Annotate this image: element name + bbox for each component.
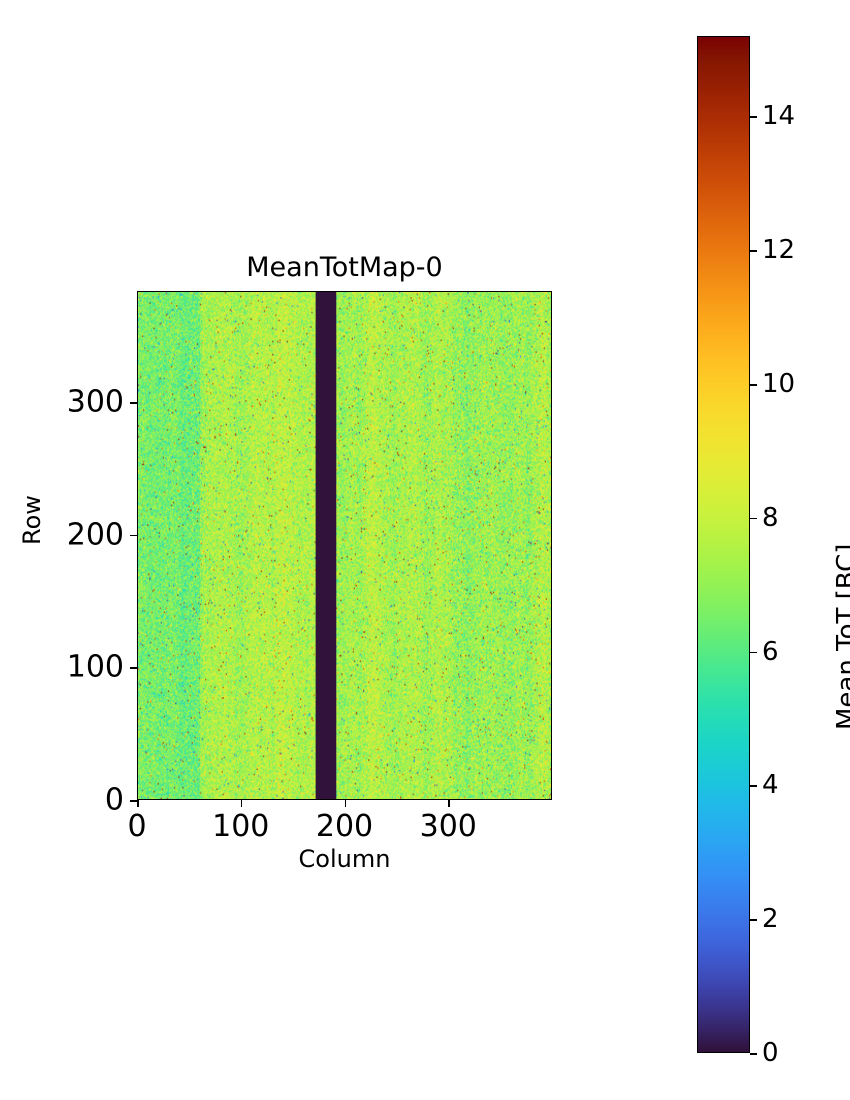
x-tick-label: 300 — [419, 809, 477, 844]
x-tick-mark — [240, 800, 243, 807]
colorbar-tick-label: 0 — [762, 1038, 779, 1068]
y-tick-mark — [130, 534, 137, 537]
colorbar-tick-mark — [750, 517, 757, 520]
colorbar-label: Mean ToT [BC] — [832, 543, 850, 730]
colorbar-tick-label: 8 — [762, 502, 779, 533]
colorbar-tick-mark — [750, 651, 757, 654]
x-axis-label: Column — [298, 845, 391, 873]
x-tick-label: 200 — [315, 809, 374, 844]
x-tick-label: 0 — [127, 809, 147, 844]
colorbar-tick-label: 4 — [762, 770, 779, 801]
y-axis-label: Row — [18, 495, 46, 545]
y-tick-label: 200 — [66, 517, 124, 553]
colorbar-tick-mark — [750, 250, 757, 252]
x-tick-mark — [344, 800, 347, 807]
colorbar-tick-mark — [750, 383, 757, 386]
colorbar — [697, 36, 750, 1053]
colorbar-tick-label: 6 — [762, 636, 779, 667]
y-tick-mark — [130, 402, 137, 404]
x-tick-mark — [448, 800, 450, 807]
colorbar-tick-label: 14 — [762, 101, 796, 132]
y-tick-label: 0 — [104, 782, 124, 818]
y-tick-mark — [130, 667, 137, 670]
colorbar-gradient — [698, 37, 749, 1052]
colorbar-tick-mark — [750, 1053, 757, 1055]
page-title: MeanTotMap-0 — [246, 252, 443, 283]
heatmap-axes — [137, 291, 552, 800]
heatmap-image — [138, 292, 551, 799]
colorbar-tick-mark — [750, 785, 757, 787]
colorbar-tick-mark — [750, 116, 757, 118]
y-tick-label: 100 — [66, 649, 124, 685]
colorbar-tick-label: 12 — [762, 235, 796, 266]
colorbar-tick-mark — [750, 919, 757, 921]
colorbar-tick-label: 10 — [762, 368, 796, 399]
x-tick-mark — [137, 800, 139, 807]
x-tick-label: 100 — [212, 809, 270, 844]
colorbar-tick-label: 2 — [762, 904, 779, 935]
y-tick-label: 300 — [66, 384, 124, 420]
y-tick-mark — [130, 800, 137, 802]
